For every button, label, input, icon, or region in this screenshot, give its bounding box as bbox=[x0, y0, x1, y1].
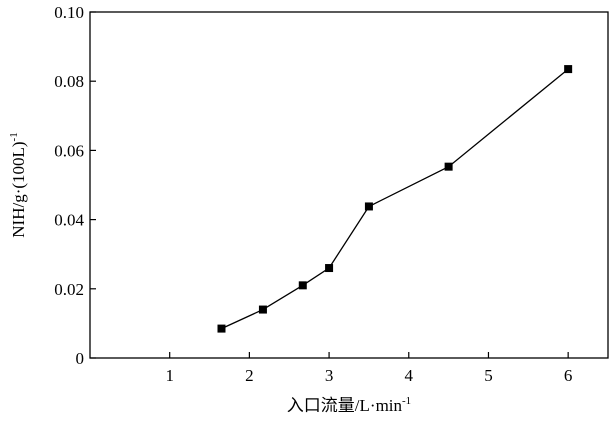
x-tick-label: 6 bbox=[564, 366, 573, 385]
x-axis-label: 入口流量/L·min-1 bbox=[287, 395, 411, 415]
axis-labels: 入口流量/L·min-1 NIH/g·(100L)-1 bbox=[8, 132, 411, 415]
axes bbox=[89, 11, 609, 359]
x-axis-label-superscript: -1 bbox=[402, 395, 411, 407]
data-point bbox=[325, 264, 334, 273]
x-tick-label: 1 bbox=[165, 366, 174, 385]
y-axis-label-text: NIH/g·(100L) bbox=[9, 141, 28, 237]
y-tick-label: 0.04 bbox=[54, 211, 84, 230]
data-point bbox=[258, 305, 267, 314]
series bbox=[217, 65, 573, 333]
data-point bbox=[444, 162, 453, 171]
x-tick-label: 5 bbox=[484, 366, 493, 385]
y-axis-label-superscript: -1 bbox=[8, 132, 20, 141]
series-line bbox=[221, 68, 569, 330]
data-point bbox=[364, 202, 373, 211]
y-tick-label: 0.06 bbox=[54, 141, 84, 160]
y-axis-label: NIH/g·(100L)-1 bbox=[8, 132, 28, 237]
ticks: 1 2 3 4 5 6 0 0.02 0.04 0.06 0.08 0.10 bbox=[54, 3, 572, 385]
x-tick-label: 4 bbox=[405, 366, 414, 385]
y-tick-label: 0.10 bbox=[54, 3, 84, 22]
x-tick-label: 2 bbox=[245, 366, 254, 385]
x-axis-label-text: 入口流量/L·min bbox=[287, 396, 403, 415]
x-tick-label: 3 bbox=[325, 366, 334, 385]
plot-frame bbox=[89, 11, 609, 359]
data-point bbox=[298, 281, 307, 290]
y-tick-label: 0.08 bbox=[54, 72, 84, 91]
data-point bbox=[564, 65, 573, 74]
y-tick-label: 0.02 bbox=[54, 280, 84, 299]
data-point bbox=[217, 324, 226, 333]
y-tick-label: 0 bbox=[76, 349, 85, 368]
